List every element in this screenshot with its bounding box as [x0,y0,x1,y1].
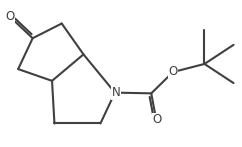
Text: O: O [153,113,162,126]
Text: O: O [5,10,14,23]
Text: N: N [112,86,121,99]
Text: O: O [168,65,178,78]
